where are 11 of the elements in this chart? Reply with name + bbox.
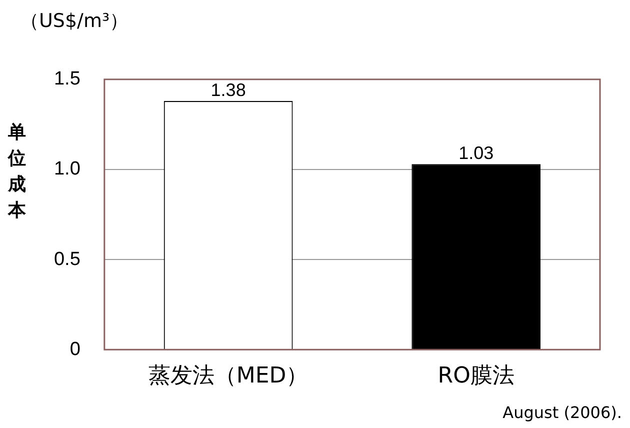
text: August (2006).	[502, 403, 622, 422]
data-label: 1.03	[458, 143, 494, 164]
x-tick-label: RO膜法	[438, 364, 514, 389]
y-axis-title: 单位成本	[8, 121, 27, 223]
data-label: 1.38	[210, 80, 246, 100]
x-tick-label: 蒸发法（MED）	[148, 364, 308, 389]
y-tick-label: 0.5	[54, 248, 80, 270]
y-tick-label: 1.0	[54, 158, 80, 180]
text: （US$/m³）	[20, 9, 129, 34]
y-tick-label: 1.5	[54, 68, 80, 90]
y-tick-label: 0	[70, 338, 80, 360]
